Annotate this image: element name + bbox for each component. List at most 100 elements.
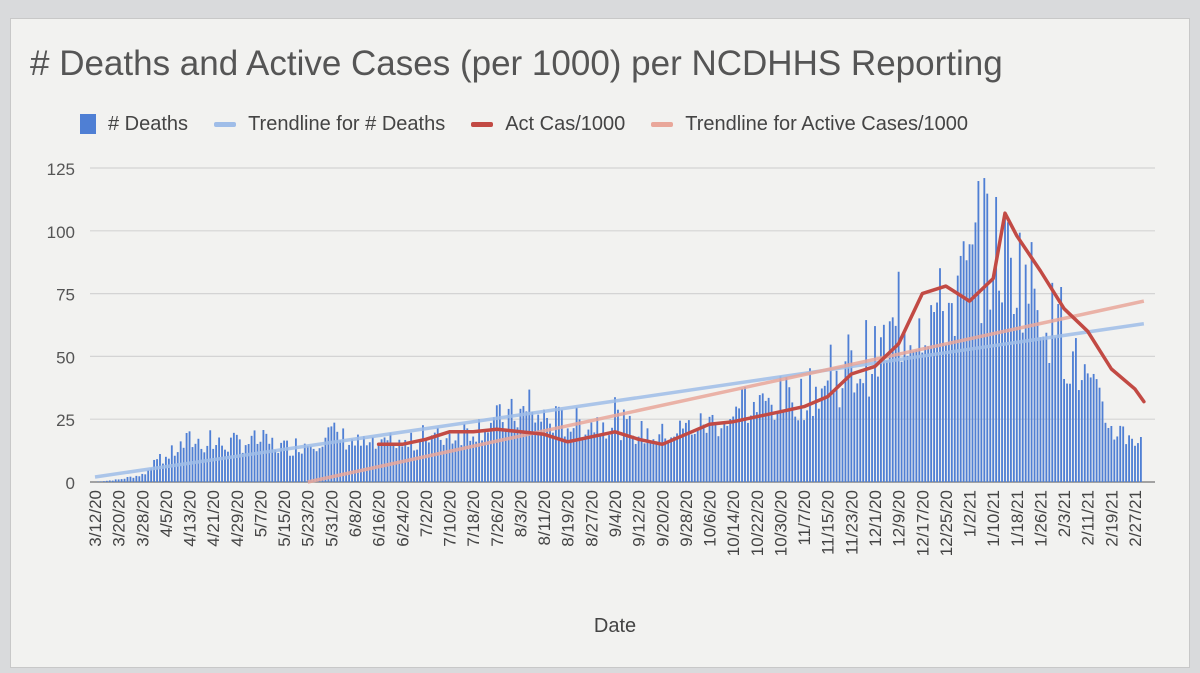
death-bar [637, 436, 640, 482]
death-bar [593, 432, 596, 482]
deaths-bars [97, 178, 1142, 483]
legend-entry-deaths-trendline[interactable]: Trendline for # Deaths [214, 113, 445, 136]
death-bar [460, 445, 463, 482]
death-bar [235, 434, 238, 482]
legend-entry-active-cases[interactable]: Act Cas/1000 [471, 113, 625, 136]
death-bar [918, 318, 921, 482]
trendlines [94, 299, 1145, 484]
x-tick-label: 12/9/20 [890, 490, 909, 547]
death-bar [123, 478, 126, 482]
death-bar [200, 448, 203, 482]
death-bar [611, 427, 613, 482]
death-bar [357, 434, 359, 482]
death-bar [1107, 427, 1110, 482]
death-bar [652, 439, 655, 482]
x-tick-label: 6/24/20 [393, 490, 412, 547]
death-bar [469, 440, 472, 482]
death-bar [188, 431, 191, 482]
death-bar [936, 302, 938, 482]
death-bar [995, 196, 998, 483]
death-bar [138, 476, 141, 482]
death-bar [661, 423, 664, 482]
death-bar [351, 439, 353, 482]
death-bar [894, 325, 897, 482]
death-bar [755, 412, 758, 482]
death-bar [274, 449, 277, 482]
death-bar [244, 445, 247, 482]
death-bar [696, 427, 699, 482]
death-bar [726, 425, 729, 482]
chart-legend: # Deaths Trendline for # Deaths Act Cas/… [80, 110, 968, 138]
death-bar [297, 452, 300, 482]
death-bar [362, 436, 365, 482]
death-bar [1137, 443, 1139, 482]
death-bar [977, 181, 980, 482]
death-bar [826, 380, 829, 482]
x-tick-label: 5/31/20 [322, 490, 341, 547]
death-bar [321, 446, 324, 482]
death-bar [164, 456, 167, 482]
death-bar [862, 383, 865, 482]
death-bar [664, 438, 667, 482]
death-bar [903, 331, 906, 482]
death-bar [1098, 387, 1101, 482]
death-bar [806, 410, 808, 482]
x-tick-label: 3/12/20 [86, 490, 105, 547]
death-bar [1001, 302, 1003, 482]
legend-swatch-cases-trendline [651, 121, 674, 127]
death-bar [992, 278, 995, 482]
death-bar [986, 193, 989, 482]
death-bar [525, 411, 528, 482]
death-bar [711, 414, 714, 482]
death-bar [419, 440, 421, 482]
death-bar [614, 397, 616, 482]
death-bar [241, 452, 244, 482]
legend-label-deaths-trendline: Trendline for # Deaths [248, 112, 446, 135]
death-bar [191, 447, 194, 482]
death-bar [1054, 337, 1057, 482]
death-bar [498, 404, 501, 482]
death-bar [1021, 332, 1024, 482]
death-bar [738, 408, 740, 482]
death-bar [879, 337, 882, 482]
death-bar [303, 443, 306, 482]
death-bar [646, 428, 649, 482]
death-bar [312, 448, 315, 482]
death-bar [300, 453, 303, 482]
death-bar [605, 438, 608, 482]
death-bar [407, 446, 410, 482]
death-bar [921, 352, 924, 482]
death-bar [770, 404, 773, 482]
death-bar [250, 435, 253, 482]
legend-entry-cases-trendline[interactable]: Trendline for Active Cases/1000 [651, 113, 968, 136]
death-bar [342, 428, 345, 482]
death-bar [906, 355, 909, 482]
death-bar [227, 451, 229, 482]
legend-entry-deaths[interactable]: # Deaths [80, 113, 188, 136]
death-bar [271, 437, 274, 482]
x-tick-label: 5/23/20 [299, 490, 318, 547]
death-bar [413, 450, 416, 482]
death-bar [1086, 373, 1089, 482]
death-bar [427, 442, 430, 482]
death-bar [1089, 377, 1092, 482]
death-bar [209, 430, 212, 482]
death-bar [1125, 444, 1128, 482]
death-bar [962, 241, 965, 482]
death-bar [519, 408, 522, 482]
death-bar [560, 409, 563, 482]
death-bar [433, 432, 436, 482]
death-bar [221, 445, 223, 482]
x-tick-label: 7/26/20 [488, 490, 507, 547]
x-tick-label: 7/10/20 [441, 490, 460, 547]
death-bar [259, 441, 262, 482]
death-bar [1069, 383, 1071, 482]
death-bar [939, 268, 941, 482]
x-tick-label: 10/14/20 [724, 490, 743, 556]
death-bar [832, 392, 835, 482]
x-tick-label: 12/17/20 [913, 490, 932, 556]
death-bar [463, 423, 466, 482]
death-bar [439, 439, 442, 482]
death-bar [383, 437, 386, 482]
x-tick-label: 6/16/20 [370, 490, 389, 547]
